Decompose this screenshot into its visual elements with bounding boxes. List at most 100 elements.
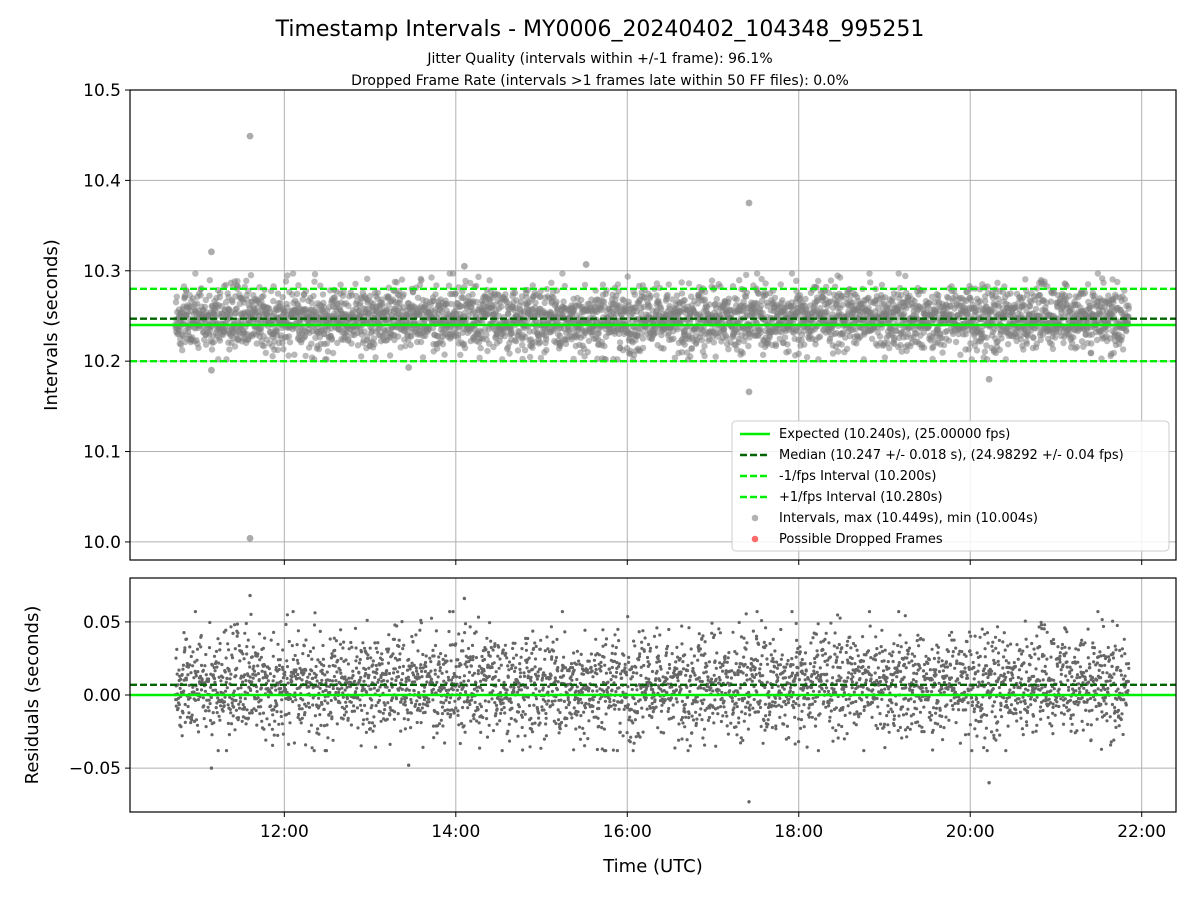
interval-point [457, 352, 463, 358]
interval-point [953, 339, 959, 345]
residual-point [385, 669, 388, 672]
residual-point [410, 712, 413, 715]
residual-point [373, 687, 376, 690]
residual-point [354, 659, 357, 662]
residual-point [401, 672, 404, 675]
interval-point [994, 280, 1000, 286]
residual-point [342, 717, 345, 720]
residual-point [192, 691, 195, 694]
residual-point [279, 687, 282, 690]
interval-point [762, 280, 768, 286]
residual-point [386, 701, 389, 704]
top-y-tick-label: 10.2 [83, 352, 121, 372]
interval-point [506, 350, 512, 356]
interval-point [974, 347, 980, 353]
interval-point [358, 353, 364, 359]
residual-point [286, 665, 289, 668]
interval-point [679, 279, 685, 285]
residual-point [414, 703, 417, 706]
interval-point [789, 270, 795, 276]
residual-point [244, 679, 247, 682]
interval-point [666, 281, 672, 287]
residual-point [306, 676, 309, 679]
residual-point [317, 697, 320, 700]
residual-point [398, 666, 401, 669]
residual-point [280, 715, 283, 718]
residual-point [420, 621, 423, 624]
residual-point [182, 690, 185, 693]
residual-point [297, 713, 300, 716]
interval-point [709, 277, 715, 283]
interval-point [578, 297, 584, 303]
interval-point [815, 278, 821, 284]
residual-point [393, 638, 396, 641]
residual-point [238, 707, 241, 710]
residual-point [271, 744, 274, 747]
residual-point [274, 689, 277, 692]
residual-point [335, 639, 338, 642]
legend-marker-intervals [752, 515, 759, 522]
residual-point [275, 666, 278, 669]
interval-point [632, 292, 638, 298]
residual-point [252, 645, 255, 648]
residual-point [388, 672, 391, 675]
residual-point [407, 676, 410, 679]
residual-point [401, 647, 404, 650]
interval-point [469, 291, 475, 297]
interval-point [1120, 346, 1126, 352]
interval-point [902, 273, 908, 279]
residual-point [175, 648, 178, 651]
interval-point [330, 350, 336, 356]
residual-point [229, 708, 232, 711]
residual-point [236, 631, 239, 634]
residual-point [208, 699, 211, 702]
residual-point [391, 686, 394, 689]
residual-point [375, 664, 378, 667]
residual-point [345, 710, 348, 713]
residual-point [198, 643, 201, 646]
residual-point [419, 709, 422, 712]
residual-point [349, 641, 352, 644]
interval-point [418, 277, 424, 283]
interval-point [484, 348, 490, 354]
residual-point [373, 676, 376, 679]
residual-point [311, 746, 314, 749]
residual-point [399, 730, 402, 733]
residual-point [316, 679, 319, 682]
legend-label-intervals: Intervals, max (10.449s), min (10.004s) [779, 511, 1038, 526]
interval-point [1082, 290, 1088, 296]
residual-point [336, 722, 339, 725]
residual-point [185, 638, 188, 641]
residual-point [337, 691, 340, 694]
interval-point [784, 341, 790, 347]
residual-point [199, 645, 202, 648]
interval-point [734, 296, 740, 302]
residual-point [263, 664, 266, 667]
interval-point [1088, 350, 1094, 356]
residual-point [270, 686, 273, 689]
residual-point [369, 688, 372, 691]
residual-point [204, 690, 207, 693]
residual-point [371, 663, 374, 666]
residual-point [393, 710, 396, 713]
residual-point [355, 667, 358, 670]
residual-point [269, 672, 272, 675]
residual-point [422, 702, 425, 705]
residual-point [272, 655, 275, 658]
residual-point [287, 682, 290, 685]
residual-point [359, 658, 362, 661]
residual-point [213, 681, 216, 684]
residual-point [233, 623, 236, 626]
residual-point [212, 711, 215, 714]
residual-point [227, 648, 230, 651]
residual-point [208, 709, 211, 712]
residual-point [411, 640, 414, 643]
residual-point [328, 691, 331, 694]
residual-point [353, 710, 356, 713]
residual-point [187, 705, 190, 708]
residual-point [214, 669, 217, 672]
residual-point [334, 665, 337, 668]
interval-point [773, 341, 779, 347]
residual-point [322, 664, 325, 667]
residual-point [322, 658, 325, 661]
